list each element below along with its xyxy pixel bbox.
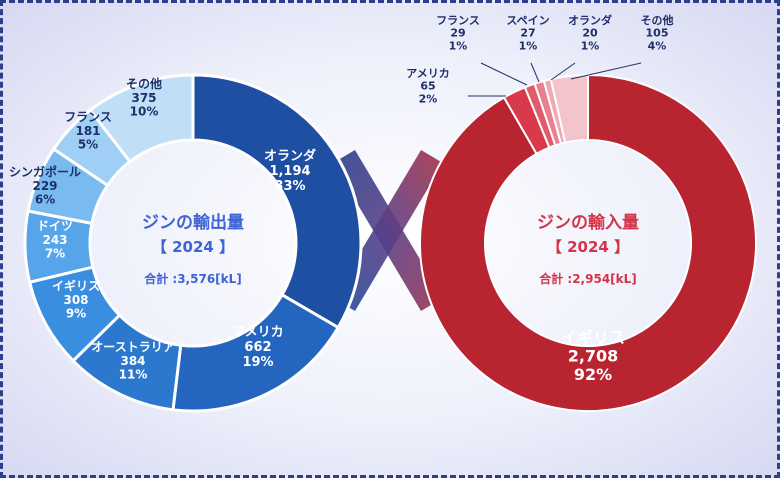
export-total: 合計 :3,576[kL] xyxy=(144,271,242,286)
import-total: 合計 :2,954[kL] xyxy=(539,271,637,286)
import-leader-line-2 xyxy=(480,62,528,86)
import-leader-line-3 xyxy=(530,62,540,83)
export-title: ジンの輸出量 xyxy=(142,212,244,233)
export-donut xyxy=(23,73,363,413)
export-label-4: ドイツ 243 7% xyxy=(37,219,73,261)
import-label-4: オランダ 20 1% xyxy=(568,13,612,52)
export-label-1: アメリカ 662 19% xyxy=(232,325,283,370)
export-year: 【 2024 】 xyxy=(152,238,234,256)
import-title: ジンの輸入量 xyxy=(537,212,639,233)
import-label-2: フランス 29 1% xyxy=(436,14,480,52)
import-label-1: アメリカ 65 2% xyxy=(406,67,449,105)
import-donut xyxy=(419,73,757,412)
export-label-3: イギリス 308 9% xyxy=(52,278,100,321)
export-slice-0 xyxy=(191,73,363,330)
import-leader-line-5 xyxy=(570,62,642,80)
gin-export-import-chart: オランダ 1,194 33% アメリカ 662 19% オーストラリア 384 11% イギリス 3… xyxy=(9,13,757,413)
import-year: 【 2024 】 xyxy=(547,238,629,256)
export-label-0: オランダ 1,194 33% xyxy=(264,148,316,194)
infinity-connector xyxy=(333,150,443,311)
import-slice-5 xyxy=(549,73,589,144)
import-label-0: イギリス 2,708 92% xyxy=(561,328,625,384)
import-label-5: その他 105 4% xyxy=(641,13,674,52)
export-label-5: シンガポール 229 6% xyxy=(9,164,81,207)
import-slice-0 xyxy=(419,73,757,412)
slice-labels: オランダ 1,194 33% アメリカ 662 19% オーストラリア 384 11% イギリス 3… xyxy=(9,13,674,384)
export-label-2: オーストラリア 384 11% xyxy=(91,340,174,382)
export-label-7: その他 375 10% xyxy=(126,76,162,119)
export-slice-7 xyxy=(88,73,195,164)
import-leader-line-4 xyxy=(550,62,576,81)
export-label-6: フランス 181 5% xyxy=(64,110,112,152)
import-label-3: スペイン 27 1% xyxy=(506,14,549,52)
